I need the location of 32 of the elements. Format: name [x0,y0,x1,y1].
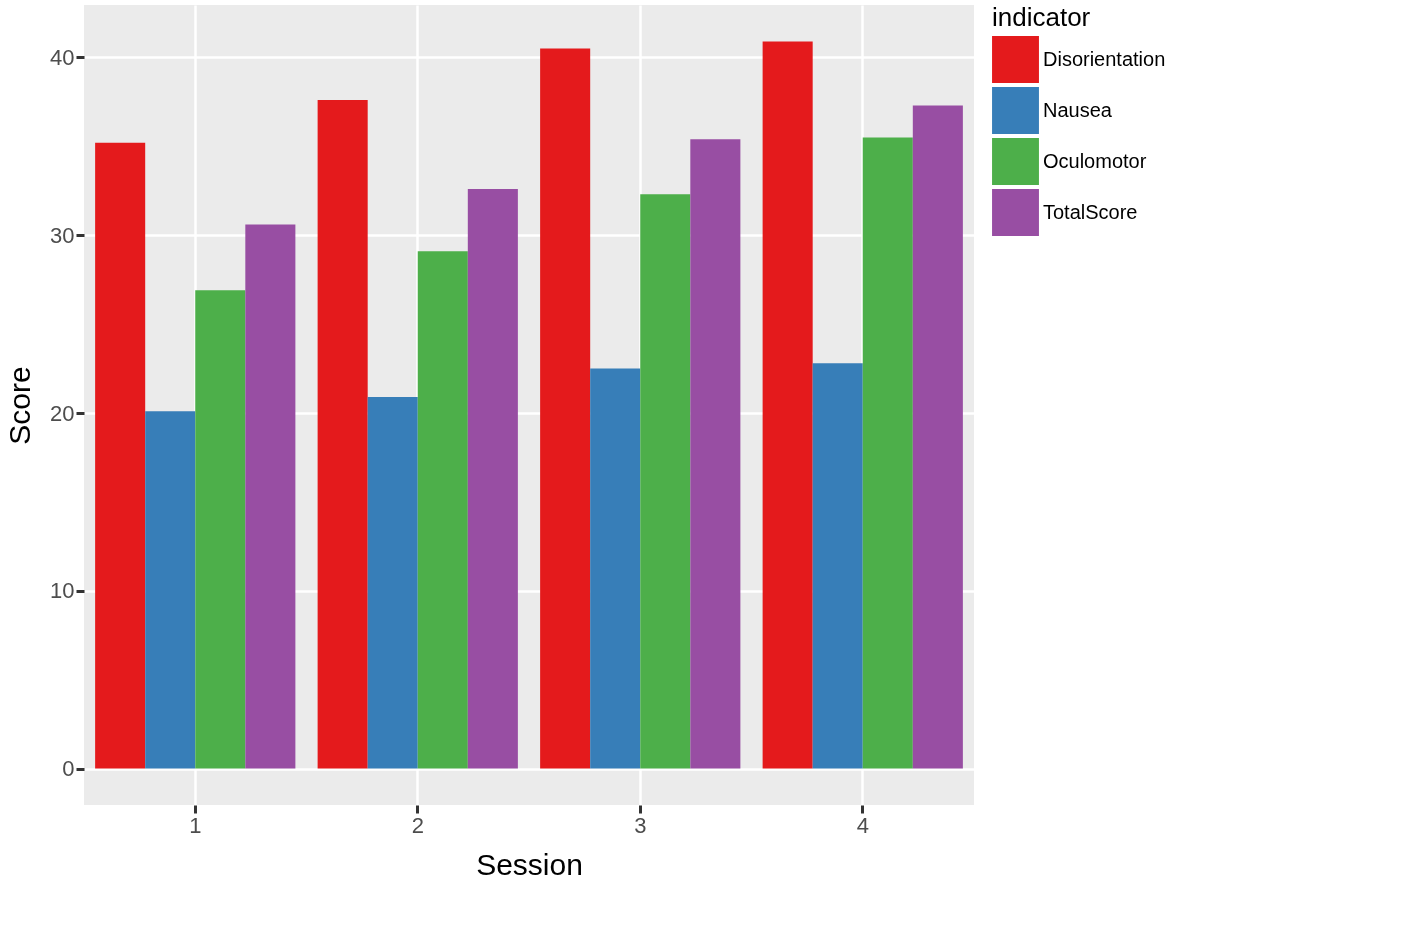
x-tick-label: 3 [634,812,647,838]
x-axis-title: Session [476,847,583,881]
y-axis-title: Score [3,366,37,445]
legend-label: TotalScore [1043,200,1138,223]
bar [317,100,368,769]
y-tick-label: 10 [50,578,75,604]
legend-label: Oculomotor [1043,149,1147,172]
y-tick-label: 0 [62,756,75,782]
legend-label: Nausea [1043,98,1113,121]
y-tick-label: 30 [50,222,75,248]
bar [762,41,813,769]
bar [367,397,418,769]
bar [690,139,741,769]
bar [417,251,468,769]
bar [467,189,518,769]
x-tick-label: 2 [411,812,424,838]
x-tick-label: 4 [856,812,869,838]
bar [912,105,963,769]
bar [640,194,691,769]
bar [195,290,246,769]
x-tick-label: 1 [189,812,202,838]
bar [145,411,196,769]
bar [590,368,641,769]
legend-title: indicator [992,2,1091,32]
y-tick-label: 20 [50,400,75,426]
bar [862,137,913,769]
bar [540,48,591,769]
bar [812,363,863,769]
legend-label: Disorientation [1043,47,1166,70]
bar [245,224,296,769]
y-tick-label: 40 [50,44,75,70]
bar [95,142,146,769]
